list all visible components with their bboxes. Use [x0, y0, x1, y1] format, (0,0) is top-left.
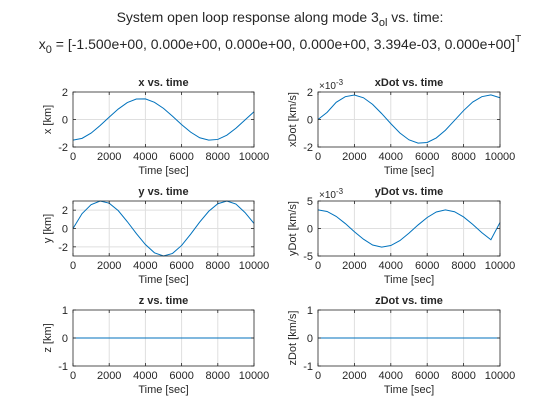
x-tick-label: 6000 — [415, 370, 439, 382]
series-line-xDot — [317, 94, 501, 144]
x-tick-label: 4000 — [379, 370, 403, 382]
axes-title: z vs. time — [139, 295, 189, 307]
axes-title: y vs. time — [138, 186, 188, 198]
x-tick-label: 10000 — [485, 370, 516, 382]
x-tick-label: 4000 — [379, 260, 403, 272]
x-tick-label: 8000 — [206, 260, 230, 272]
y-tick-label: 0 — [307, 115, 313, 127]
x-tick-label: 2000 — [342, 151, 366, 163]
x-tick-label: 2000 — [342, 260, 366, 272]
y-tick-label: 1 — [62, 305, 68, 317]
x-tick-label: 6000 — [415, 260, 439, 272]
figure-title-line2: x0 = [-1.500e+00, 0.000e+00, 0.000e+00, … — [39, 34, 521, 56]
y-exponent-label: ×10-3 — [319, 78, 344, 92]
x-tick-label: 6000 — [169, 151, 193, 163]
x-tick-label: 6000 — [169, 370, 193, 382]
x-tick-label: 0 — [315, 151, 321, 163]
y-tick-label: -5 — [303, 251, 313, 263]
x-axis-label: Time [sec] — [384, 165, 434, 177]
y-tick-label: 1 — [307, 305, 313, 317]
y-tick-label: -2 — [58, 142, 68, 154]
x-tick-label: 4000 — [133, 370, 157, 382]
x-tick-label: 0 — [315, 370, 321, 382]
y-tick-label: 2 — [307, 87, 313, 99]
x-tick-label: 6000 — [169, 260, 193, 272]
y-exponent-label: ×10-3 — [319, 187, 344, 201]
y-tick-label: 0 — [307, 333, 313, 345]
y-tick-label: -1 — [58, 361, 68, 373]
series-line-x — [72, 98, 255, 141]
x-tick-label: 0 — [70, 151, 76, 163]
y-tick-label: 0 — [62, 224, 68, 236]
x-tick-label: 10000 — [239, 260, 270, 272]
axes-title: zDot vs. time — [375, 295, 443, 307]
y-axis-label: yDot [km/s] — [287, 201, 299, 256]
x-tick-label: 2000 — [97, 260, 121, 272]
x-axis-label: Time [sec] — [384, 384, 434, 396]
x-tick-label: 6000 — [415, 151, 439, 163]
x-axis-label: Time [sec] — [138, 165, 188, 177]
x-tick-label: 10000 — [239, 151, 270, 163]
x-tick-label: 8000 — [206, 151, 230, 163]
y-axis-label: z [km] — [42, 323, 54, 352]
figure-title-line1: System open loop response along mode 3ol… — [117, 9, 444, 29]
x-tick-label: 8000 — [451, 370, 475, 382]
axes-title: xDot vs. time — [375, 77, 443, 89]
y-tick-label: 2 — [62, 205, 68, 217]
x-axis-label: Time [sec] — [384, 274, 434, 286]
y-tick-label: -2 — [303, 142, 313, 154]
y-tick-label: 0 — [62, 333, 68, 345]
y-tick-label: 5 — [307, 196, 313, 208]
x-tick-label: 4000 — [379, 151, 403, 163]
x-tick-label: 10000 — [239, 370, 270, 382]
x-tick-label: 0 — [70, 370, 76, 382]
axes-title: x vs. time — [138, 77, 188, 89]
x-tick-label: 2000 — [97, 151, 121, 163]
x-axis-label: Time [sec] — [138, 384, 188, 396]
y-axis-label: y [km] — [42, 214, 54, 243]
y-tick-label: -1 — [303, 361, 313, 373]
y-axis-label: zDot [km/s] — [287, 310, 299, 365]
x-tick-label: 0 — [70, 260, 76, 272]
x-tick-label: 8000 — [451, 151, 475, 163]
x-tick-label: 8000 — [451, 260, 475, 272]
axes-title: yDot vs. time — [375, 186, 443, 198]
x-tick-label: 2000 — [342, 370, 366, 382]
x-axis-label: Time [sec] — [138, 274, 188, 286]
series-line-yDot — [317, 209, 501, 248]
y-tick-label: 2 — [62, 87, 68, 99]
x-tick-label: 4000 — [133, 260, 157, 272]
x-tick-label: 2000 — [97, 370, 121, 382]
y-axis-label: xDot [km/s] — [287, 92, 299, 147]
x-tick-label: 4000 — [133, 151, 157, 163]
x-tick-label: 10000 — [485, 260, 516, 272]
y-tick-label: 0 — [307, 224, 313, 236]
x-tick-label: 10000 — [485, 151, 516, 163]
y-axis-label: x [km] — [42, 105, 54, 134]
y-tick-label: 0 — [62, 115, 68, 127]
x-tick-label: 0 — [315, 260, 321, 272]
x-tick-label: 8000 — [206, 370, 230, 382]
y-tick-label: -2 — [58, 242, 68, 254]
